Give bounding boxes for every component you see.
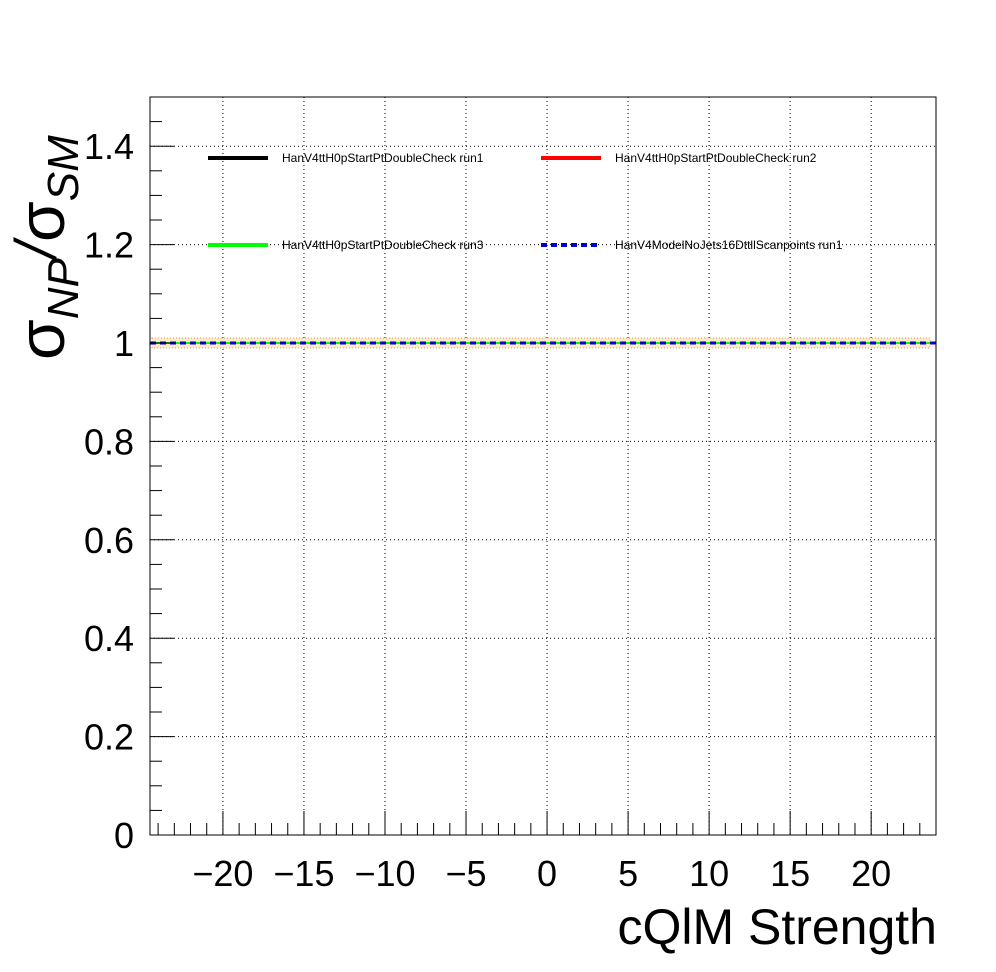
- y-tick-label: 1.2: [84, 225, 134, 266]
- legend-label-4: HanV4ModelNoJets16DttllScanpoints run1: [615, 238, 843, 252]
- y-tick-label: 1.4: [84, 126, 134, 167]
- x-axis-label: cQlM Strength: [617, 899, 937, 955]
- axis-ticks: [150, 96, 937, 836]
- y-tick-label: 0.2: [84, 717, 134, 758]
- x-tick-label: −20: [192, 853, 253, 894]
- y-axis-label: σNP/σSM: [4, 135, 88, 360]
- y-tick-label: 0: [114, 815, 134, 856]
- legend-label-2: HanV4ttH0pStartPtDoubleCheck run2: [615, 151, 817, 165]
- legend-label-3: HanV4ttH0pStartPtDoubleCheck run3: [282, 238, 484, 252]
- x-tick-label: 15: [770, 853, 810, 894]
- x-tick-label: 10: [689, 853, 729, 894]
- y-label-sub-sm: SM: [39, 135, 88, 201]
- x-tick-label: 0: [537, 853, 557, 894]
- y-label-sigma-sm: σ: [4, 201, 78, 242]
- y-label-sub-np: NP: [39, 257, 88, 319]
- legend: HanV4ttH0pStartPtDoubleCheck run1 HanV4tt…: [208, 151, 843, 252]
- y-tick-label: 1: [114, 323, 134, 364]
- y-tick-label: 0.8: [84, 421, 134, 462]
- legend-label-1: HanV4ttH0pStartPtDoubleCheck run1: [282, 151, 484, 165]
- x-tick-labels: −20 −15 −10 −5 0 5 10 15 20: [192, 853, 891, 894]
- svg-text:σNP/σSM: σNP/σSM: [4, 135, 88, 360]
- x-tick-label: −5: [445, 853, 486, 894]
- x-tick-label: −15: [273, 853, 334, 894]
- y-tick-label: 0.6: [84, 520, 134, 561]
- x-tick-label: −10: [354, 853, 415, 894]
- y-label-sigma-np: σ: [4, 319, 78, 360]
- x-tick-label: 20: [851, 853, 891, 894]
- x-tick-label: 5: [618, 853, 638, 894]
- y-tick-label: 0.4: [84, 618, 134, 659]
- y-tick-labels: 0 0.2 0.4 0.6 0.8 1 1.2 1.4: [84, 126, 134, 856]
